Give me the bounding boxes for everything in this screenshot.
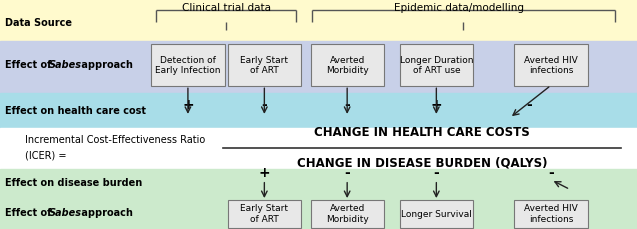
Text: Longer Survival: Longer Survival	[401, 210, 472, 219]
Text: Effect on health care cost: Effect on health care cost	[5, 106, 146, 116]
FancyBboxPatch shape	[515, 44, 587, 87]
FancyBboxPatch shape	[228, 44, 301, 87]
Bar	[0, 0, 637, 41]
Text: Sabes: Sabes	[48, 208, 82, 218]
Text: Sabes: Sabes	[48, 60, 82, 70]
Text: Averted
Morbidity: Averted Morbidity	[326, 204, 369, 224]
Text: -: -	[433, 166, 440, 180]
Text: approach: approach	[78, 60, 133, 70]
Text: CHANGE IN HEALTH CARE COSTS: CHANGE IN HEALTH CARE COSTS	[314, 126, 530, 139]
Text: Averted HIV
infections: Averted HIV infections	[524, 204, 578, 224]
Text: -: -	[526, 98, 532, 112]
Text: +: +	[259, 166, 270, 180]
Text: Detection of
Early Infection: Detection of Early Infection	[155, 56, 220, 75]
Text: Early Start
of ART: Early Start of ART	[240, 204, 289, 224]
Text: CHANGE IN DISEASE BURDEN (QALYS): CHANGE IN DISEASE BURDEN (QALYS)	[297, 156, 547, 169]
Text: Incremental Cost-Effectiveness Ratio: Incremental Cost-Effectiveness Ratio	[25, 135, 206, 145]
Text: -: -	[344, 166, 350, 180]
FancyBboxPatch shape	[228, 200, 301, 229]
Text: approach: approach	[78, 208, 133, 218]
FancyBboxPatch shape	[152, 44, 224, 87]
Text: -: -	[261, 98, 268, 112]
FancyBboxPatch shape	[400, 200, 473, 229]
Bar	[0, 41, 637, 93]
Text: Averted
Morbidity: Averted Morbidity	[326, 56, 369, 75]
Bar	[0, 128, 637, 169]
Text: Data Source: Data Source	[5, 18, 72, 28]
Text: Averted HIV
infections: Averted HIV infections	[524, 56, 578, 75]
Text: +: +	[431, 98, 442, 112]
Text: -: -	[344, 98, 350, 112]
Bar	[0, 93, 637, 128]
FancyBboxPatch shape	[311, 200, 383, 229]
Text: Clinical trial data: Clinical trial data	[182, 3, 271, 13]
FancyBboxPatch shape	[400, 44, 473, 87]
Text: Early Start
of ART: Early Start of ART	[240, 56, 289, 75]
Bar	[0, 198, 637, 229]
Bar	[0, 169, 637, 198]
Text: (ICER) =: (ICER) =	[25, 151, 67, 161]
Text: Effect on disease burden: Effect on disease burden	[5, 178, 142, 188]
Text: +: +	[182, 98, 194, 112]
Text: Epidemic data/modelling: Epidemic data/modelling	[394, 3, 524, 13]
Text: Effect of: Effect of	[5, 60, 55, 70]
Text: -: -	[548, 166, 554, 180]
FancyBboxPatch shape	[311, 44, 383, 87]
Text: Effect of: Effect of	[5, 208, 55, 218]
FancyBboxPatch shape	[515, 200, 587, 229]
Text: Longer Duration
of ART use: Longer Duration of ART use	[399, 56, 473, 75]
